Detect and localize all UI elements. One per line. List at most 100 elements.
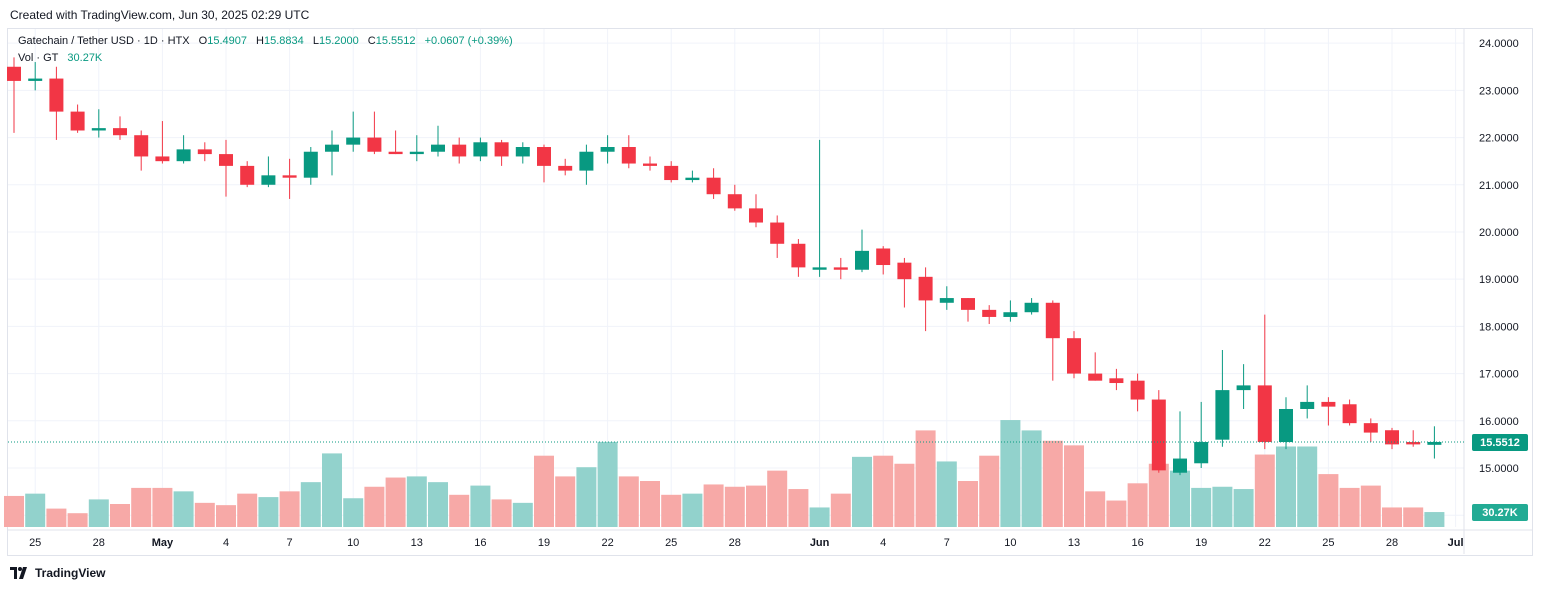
volume-bar	[406, 476, 427, 527]
x-tick-label: 4	[880, 537, 886, 549]
candle-body	[1385, 430, 1399, 445]
candle-body	[664, 165, 679, 181]
x-tick-label: 10	[347, 537, 359, 549]
symbol-legend[interactable]: Gatechain / Tether USD · 1D · HTX O15.49…	[18, 35, 519, 47]
y-tick-label: 22.0000	[1479, 133, 1519, 145]
volume-bar	[1212, 486, 1233, 527]
candle-body	[643, 163, 657, 166]
candle-body	[113, 128, 127, 136]
candle-body	[1321, 401, 1336, 407]
candle-body	[833, 267, 848, 270]
last-volume-label: 30.27K	[1482, 507, 1518, 519]
last-price-label: 15.5512	[1480, 437, 1520, 449]
candlesticks	[7, 57, 1442, 476]
candle-body	[770, 222, 785, 244]
volume-bar	[746, 485, 766, 527]
y-tick-label: 23.0000	[1479, 85, 1519, 97]
volume-bar	[512, 502, 533, 527]
volume-bar	[258, 497, 279, 527]
volume-bar	[979, 455, 1000, 527]
candle-body	[494, 142, 509, 157]
candle-body	[1300, 401, 1315, 409]
volume-bar	[1276, 446, 1296, 527]
candle-body	[685, 177, 700, 181]
candle-body	[1109, 378, 1124, 384]
candle-body	[600, 147, 615, 152]
candle-body	[346, 137, 361, 145]
candle-body	[1236, 385, 1251, 391]
candle-body	[197, 149, 212, 155]
volume-bar	[1000, 420, 1021, 527]
x-tick-label: 25	[665, 537, 677, 549]
candle-body	[1406, 442, 1421, 445]
y-tick-label: 15.0000	[1479, 463, 1519, 475]
candle-body	[939, 298, 954, 303]
volume-legend[interactable]: Vol · GT 30.27K	[18, 52, 108, 64]
volume-bar	[1064, 445, 1084, 527]
candle-body	[219, 154, 233, 166]
x-tick-label: 28	[93, 537, 105, 549]
candle-body	[134, 135, 149, 157]
grid-lines	[8, 29, 1464, 527]
candle-body	[558, 165, 573, 171]
volume-bar	[682, 493, 703, 527]
x-tick-label: 16	[1131, 537, 1143, 549]
volume-bar	[152, 487, 173, 527]
candle-body	[897, 262, 912, 280]
candle-body	[855, 250, 869, 270]
volume-bar	[1042, 440, 1063, 527]
volume-bar	[1318, 474, 1339, 527]
volume-bar	[470, 485, 491, 527]
volume-bar	[1339, 487, 1360, 527]
volume-bar	[385, 477, 406, 527]
x-tick-label: 28	[729, 537, 741, 549]
candle-body	[727, 194, 742, 209]
x-tick-label: 4	[223, 537, 229, 549]
volume-bar	[1170, 470, 1190, 527]
candle-body	[1045, 302, 1060, 339]
candle-body	[155, 156, 170, 162]
x-tick-label: 22	[1259, 537, 1271, 549]
y-tick-label: 21.0000	[1479, 180, 1519, 192]
ohlc-close: C15.5512	[367, 35, 416, 47]
time-axis: 25 28 May 4 7 10 13 16 19 22 25 28 Jun 4 7 10 13 16 19 22 25…	[8, 529, 1532, 549]
volume-bar	[576, 467, 597, 527]
candle-body	[367, 137, 382, 152]
candle-body	[918, 276, 933, 301]
chart-frame[interactable]	[7, 28, 1533, 556]
volume-bar	[88, 499, 109, 527]
candle-body	[1279, 408, 1293, 443]
candle-body	[7, 66, 21, 81]
volume-bar	[449, 494, 470, 527]
x-tick-label: 10	[1004, 537, 1016, 549]
candle-body	[473, 142, 488, 157]
candle-body	[537, 147, 551, 166]
candle-body	[1067, 338, 1081, 374]
candle-body	[261, 175, 276, 185]
candle-body	[876, 248, 891, 266]
candle-body	[791, 243, 806, 268]
symbol-title: Gatechain / Tether USD · 1D · HTX	[18, 35, 190, 47]
volume-bar	[1233, 489, 1254, 527]
volume-bar	[1106, 500, 1127, 527]
candle-body	[749, 208, 763, 223]
volume-label: Vol · GT	[18, 52, 59, 64]
volume-bar	[1191, 487, 1212, 527]
volume-bar	[279, 491, 300, 527]
volume-bar	[1127, 483, 1148, 527]
x-tick-label: Jun	[810, 537, 830, 549]
y-tick-label: 20.0000	[1479, 227, 1519, 239]
volume-value: 30.27K	[67, 52, 103, 64]
tradingview-logo[interactable]: TradingView	[10, 566, 105, 580]
volume-bar	[364, 486, 385, 527]
volume-bar	[830, 493, 851, 527]
last-value-badges: 15.5512 30.27K	[8, 433, 1528, 522]
x-tick-label: Jul	[1448, 537, 1464, 549]
volume-bar	[640, 481, 660, 527]
candle-body	[812, 267, 827, 270]
candle-body	[325, 144, 339, 152]
x-tick-label: 19	[538, 537, 550, 549]
candle-body	[49, 78, 64, 112]
volume-bar	[300, 482, 321, 527]
